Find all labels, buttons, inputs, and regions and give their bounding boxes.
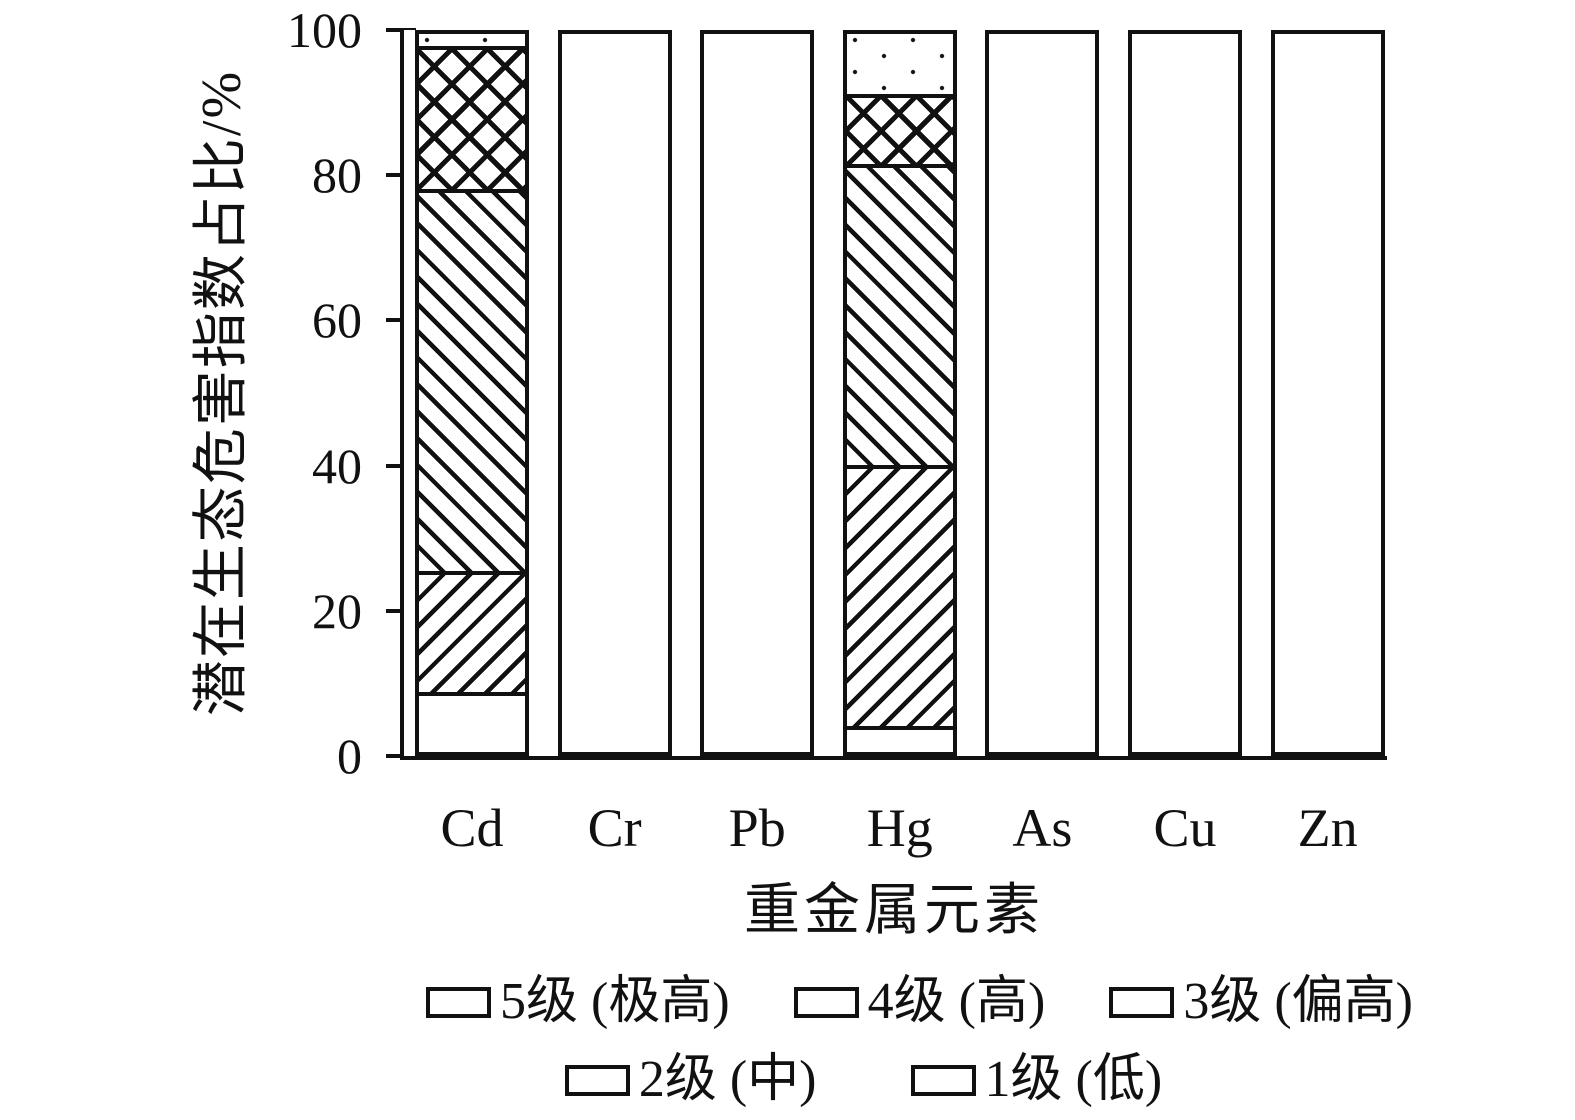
segment-Hg-5级 (极高) [846,34,953,95]
segment-Hg-1级 (低) [846,726,953,752]
y-tick-label: 100 [287,2,362,58]
legend-label: 3级 (偏高) [1183,973,1413,1030]
x-tick-label-Zn: Zn [1297,798,1358,858]
y-tick-label: 60 [312,292,362,349]
y-tick-label: 20 [312,582,362,639]
y-tick-label: 40 [312,437,362,494]
bar-Cd [415,30,529,756]
segment-Cd-5级 (极高) [419,34,525,47]
legend-swatch-backslash [1109,986,1175,1018]
y-tick-label: 80 [312,147,362,204]
segment-Zn-1级 (低) [1274,34,1381,752]
segment-As-1级 (低) [989,34,1096,752]
legend-item-1级 (低): 1级 (低) [910,1047,1163,1113]
legend: 5级 (极高) 4级 (高) 3级 (偏高) 2级 (中) 1级 (低) [400,966,1413,1116]
legend-label: 5级 (极高) [500,973,730,1030]
legend-label: 2级 (中) [638,1051,817,1108]
y-axis-title: 潜在生态危害指数占比/% [191,69,253,717]
legend-label: 1级 (低) [984,1051,1163,1108]
legend-swatch-slash [564,1064,630,1096]
legend-item-3级 (偏高): 3级 (偏高) [1109,969,1413,1035]
legend-item-2级 (中): 2级 (中) [564,1047,817,1113]
legend-swatch-crosshatch [793,986,859,1018]
legend-swatch-dots [426,986,492,1018]
segment-Cu-1级 (低) [1132,34,1238,752]
y-tick-label: 0 [337,728,362,784]
legend-row: 2级 (中) 1级 (低) [370,1044,1357,1116]
x-tick-label-Cd: Cd [440,798,504,858]
x-tick-label-As: As [1012,798,1073,858]
bar-As [985,30,1100,756]
segment-Cd-1级 (低) [419,691,525,752]
segment-Cd-3级 (偏高) [419,189,525,572]
plot-area [400,30,1387,760]
segment-Hg-3级 (偏高) [846,163,953,465]
segment-Cd-4级 (高) [419,46,525,190]
segment-Cd-2级 (中) [419,571,525,692]
bar-Cu [1128,30,1242,756]
x-tick-label-Cr: Cr [587,798,642,858]
x-tick-label-Hg: Hg [866,798,933,858]
bar-Cr [557,30,672,756]
bar-Pb [700,30,815,756]
segment-Hg-4级 (高) [846,94,953,164]
legend-label: 4级 (高) [867,973,1046,1030]
segment-Hg-2级 (中) [846,464,953,727]
segment-Pb-1级 (低) [704,34,811,752]
x-tick-label-Cu: Cu [1153,798,1217,858]
bar-Hg [842,30,957,756]
segment-Cr-1级 (低) [561,34,668,752]
x-tick-label-Pb: Pb [728,798,786,858]
legend-row: 5级 (极高) 4级 (高) 3级 (偏高) [426,966,1413,1038]
legend-swatch-plain [910,1064,976,1096]
x-axis-title: 重金属元素 [744,880,1044,942]
legend-item-4级 (高): 4级 (高) [793,969,1046,1035]
bar-Zn [1270,30,1385,756]
legend-item-5级 (极高): 5级 (极高) [426,969,730,1035]
